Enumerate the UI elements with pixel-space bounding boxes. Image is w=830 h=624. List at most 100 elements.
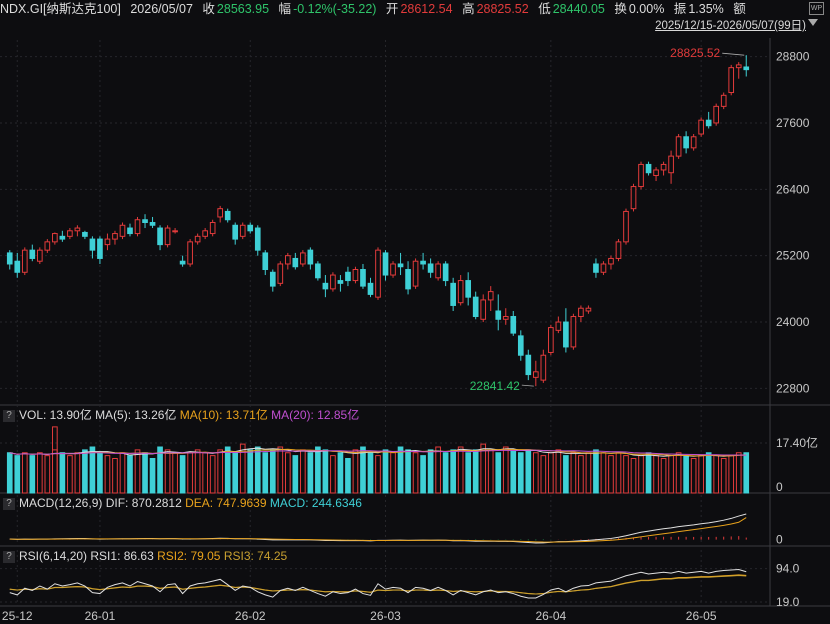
help-icon[interactable]: ? [3, 409, 15, 422]
volume-bar [52, 449, 58, 494]
volume-bar [127, 455, 133, 494]
candle [705, 111, 712, 129]
candle [608, 255, 614, 270]
macd-tick-label: 0 [776, 533, 783, 547]
candle [142, 214, 148, 229]
volume-bar [645, 452, 652, 494]
volume-bar [209, 455, 216, 494]
volume-bar [187, 452, 193, 494]
candle-body [397, 263, 404, 268]
candle [585, 305, 592, 314]
chevron-down-icon[interactable] [808, 19, 818, 26]
volume-bar [202, 452, 208, 494]
amount-caption: 额 [733, 2, 746, 16]
candle [202, 228, 208, 240]
candle-body [705, 119, 712, 127]
candle-body [698, 119, 704, 135]
help-icon[interactable]: ? [3, 550, 15, 563]
candle [345, 266, 351, 287]
volume-bar [239, 443, 246, 494]
candle [134, 216, 141, 237]
candle-body [209, 222, 216, 235]
volume-bar [367, 452, 374, 494]
volume-bar [548, 452, 554, 494]
volume-bar [487, 449, 494, 494]
help-icon[interactable]: ? [3, 497, 15, 510]
volume-bar [713, 455, 720, 494]
volume-bar [690, 458, 697, 494]
candle [698, 117, 704, 137]
volume-bar [615, 452, 622, 494]
symbol-label[interactable]: NDX.GI[纳斯达克100] [0, 2, 121, 16]
open-caption: 开 [385, 2, 399, 16]
volume-bar [668, 455, 674, 494]
date-tick-label: 26-02 [235, 609, 266, 623]
candle [292, 252, 299, 270]
volume-bar [269, 449, 276, 494]
volume-bar [307, 452, 314, 494]
volume-bar [217, 449, 224, 494]
candle [450, 277, 456, 311]
candle [442, 261, 449, 287]
volume-bar [675, 452, 682, 494]
volume-bar [247, 449, 254, 494]
candle [465, 272, 472, 306]
volume-bar [82, 449, 88, 494]
volume-bar [517, 452, 524, 494]
high-annotation-arrow [722, 52, 745, 56]
candle [420, 252, 426, 270]
candle-body [713, 105, 720, 124]
candle [247, 222, 254, 234]
candle [149, 216, 156, 229]
candle-body [360, 269, 366, 287]
volume-bar [292, 455, 299, 494]
volume-bar [59, 452, 66, 494]
candle [570, 313, 577, 350]
rsi-tick-label: 19.0 [776, 595, 800, 609]
volume-bar [563, 455, 569, 494]
candle-body [375, 249, 381, 298]
candle [284, 252, 291, 270]
candle-body [277, 263, 284, 284]
volume-bar [593, 449, 599, 494]
candle-body [743, 66, 750, 71]
rsi-name: RSI(6,14,20) [19, 549, 88, 563]
candle [720, 92, 727, 110]
candle [510, 310, 517, 336]
wp-icon[interactable]: WP [809, 2, 824, 15]
candle [675, 134, 682, 159]
volume-bar [360, 446, 366, 494]
vol-ma5: MA(5): 13.26亿 [95, 408, 177, 422]
candle [44, 239, 51, 253]
volume-bar [134, 449, 141, 494]
volume-bar [44, 455, 51, 494]
date-range-selector[interactable]: 2025/12/15-2026/05/07(99日) [655, 20, 806, 32]
candle [224, 208, 231, 223]
candle-body [337, 280, 344, 284]
candle-body [232, 224, 239, 240]
candle [555, 316, 562, 334]
candle-body [502, 316, 509, 320]
volume-bar [495, 452, 502, 494]
volume-bar [6, 452, 13, 494]
candle-body [570, 316, 577, 348]
volume-bar [683, 455, 689, 494]
volume-bar [194, 449, 201, 494]
candle [164, 225, 171, 248]
date-tick-label: 25-12 [2, 609, 33, 623]
volume-spike-bar [52, 426, 58, 494]
volume-bar [149, 458, 156, 494]
candle [187, 239, 193, 267]
candle-body [532, 371, 539, 378]
volume-bar [119, 452, 126, 494]
volume-bar [465, 452, 472, 494]
candle [412, 258, 419, 289]
vol-tick-label: 0 [776, 480, 783, 494]
candle-body [412, 260, 419, 287]
candle [74, 225, 81, 237]
candle [735, 62, 742, 79]
macd-dea: DEA: 747.9639 [185, 496, 267, 510]
candle [660, 161, 667, 176]
volume-bar [412, 452, 419, 494]
